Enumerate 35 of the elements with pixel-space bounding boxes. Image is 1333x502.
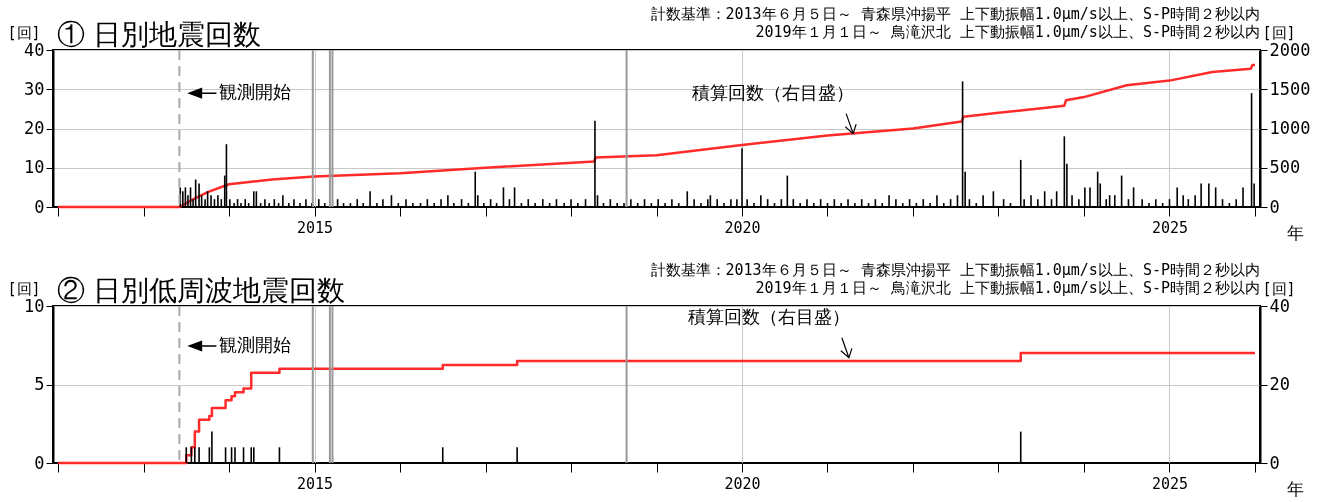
y2-tick-label: 1500: [1269, 78, 1311, 99]
y-tick-label: 10: [24, 157, 45, 178]
x-tick-label: 2025: [1151, 218, 1189, 237]
x-tick-label: 2015: [296, 474, 334, 493]
y-tick-label: 0: [34, 452, 45, 473]
text: 計数基準：2013年６月５日～ 青森県沖揚平 上下動振幅1.0μm/s以上、S-P時間２秒以内: [650, 261, 1260, 279]
x-tick-label: 2020: [724, 474, 761, 493]
y2-tick-label: 0: [1269, 452, 1280, 473]
y-axis-title: [回]: [7, 279, 41, 298]
y2-axis-title: [回]: [1262, 23, 1296, 42]
y2-tick-label: 500: [1269, 157, 1301, 178]
y2-axis-title: [回]: [1262, 279, 1296, 298]
text: 2019年１月１日～ 鳥滝沢北 上下動振幅1.0μm/s以上、S-P時間２秒以内: [755, 23, 1260, 41]
y2-tick-label: 0: [1269, 196, 1280, 217]
annotation: 積算回数（右目盛）: [692, 82, 855, 103]
x-tick-label: 2025: [1151, 474, 1189, 493]
y-tick-label: 20: [24, 118, 45, 138]
y-tick-label: 0: [34, 196, 45, 217]
y-tick-label: 30: [24, 78, 45, 99]
text: 計数基準：2013年６月５日～ 青森県沖揚平 上下動振幅1.0μm/s以上、S-P時間２秒以内: [650, 5, 1260, 23]
y2-tick-label: 1000: [1269, 118, 1311, 138]
x-tick-label: 2015: [296, 218, 334, 237]
y-tick-label: 5: [34, 374, 45, 394]
annotation: 観測開始: [219, 82, 292, 103]
chart-title: ② 日別低周波地震回数: [57, 275, 345, 306]
y2-tick-label: 20: [1269, 374, 1290, 394]
chart-title: ① 日別地震回数: [57, 19, 261, 50]
text: 2019年１月１日～ 鳥滝沢北 上下動振幅1.0μm/s以上、S-P時間２秒以内: [755, 279, 1260, 297]
x-tick-label: 2020: [724, 218, 761, 237]
x-axis-title: 年: [1286, 223, 1304, 243]
y-axis-title: [回]: [7, 23, 41, 42]
annotation: 積算回数（右目盛）: [687, 306, 850, 327]
y2-tick-label: 40: [1269, 295, 1290, 316]
annotation: 観測開始: [219, 335, 292, 356]
x-axis-title: 年: [1286, 479, 1304, 499]
